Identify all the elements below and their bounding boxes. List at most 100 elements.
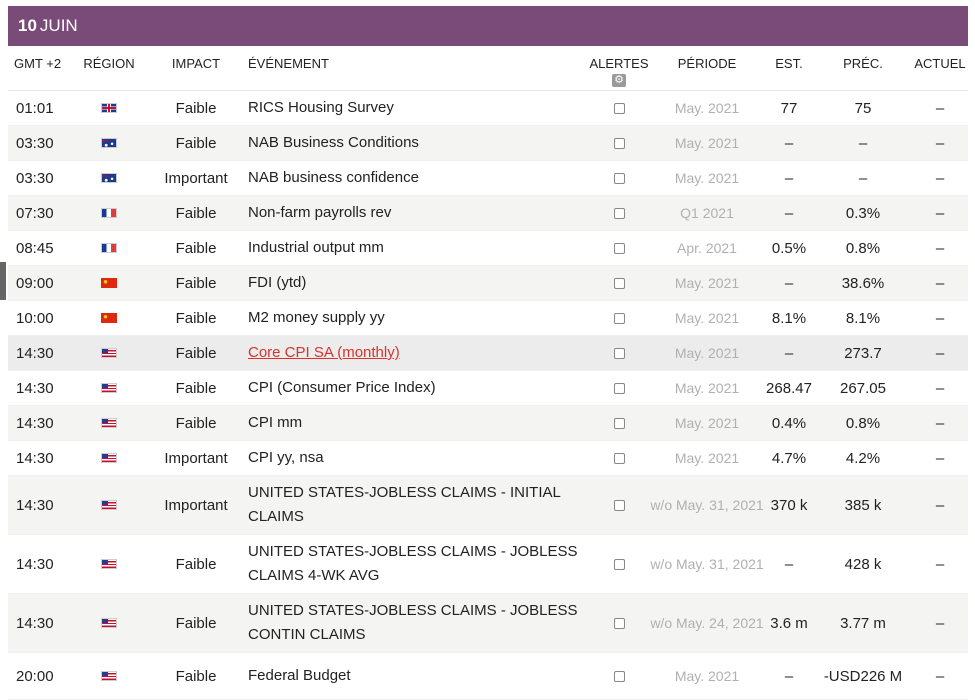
col-region[interactable]: RÉGION <box>83 56 135 71</box>
event-estimate: – <box>784 274 794 292</box>
alert-checkbox[interactable] <box>613 242 625 254</box>
event-previous: 8.1% <box>845 309 881 327</box>
event-name: Industrial output mm <box>246 236 588 260</box>
flag-usa-icon <box>101 418 117 428</box>
event-period: May. 2021 <box>674 344 740 361</box>
event-impact: Faible <box>175 274 217 292</box>
table-row[interactable]: 10:00 Faible M2 money supply yy May. 2021 8.… <box>8 301 968 336</box>
table-row[interactable]: 03:30 Important NAB business confidence May… <box>8 161 968 196</box>
table-row[interactable]: 09:00 Faible FDI (ytd) May. 2021 – 38.6% – <box>8 266 968 301</box>
alert-cell <box>588 452 650 464</box>
event-impact: Faible <box>175 309 217 327</box>
event-estimate: 268.47 <box>766 379 812 397</box>
alert-checkbox[interactable] <box>613 499 625 511</box>
event-time: 07:30 <box>16 204 54 222</box>
col-prev[interactable]: PRÉC. <box>843 56 883 71</box>
event-previous: – <box>858 134 868 152</box>
event-previous: 4.2% <box>845 449 881 467</box>
region-flag <box>72 671 146 681</box>
event-impact: Important <box>164 496 228 514</box>
event-impact: Faible <box>175 204 217 222</box>
alert-checkbox[interactable] <box>613 172 625 184</box>
alert-cell <box>588 172 650 184</box>
region-flag <box>72 313 146 323</box>
event-name: M2 money supply yy <box>246 306 588 330</box>
alert-checkbox[interactable] <box>613 452 625 464</box>
flag-usa-icon <box>101 453 117 463</box>
event-previous: 428 k <box>844 555 882 573</box>
table-row[interactable]: 14:30 Faible UNITED STATES-JOBLESS CLAIMS … <box>8 535 968 594</box>
event-name: RICS Housing Survey <box>246 96 588 120</box>
table-row[interactable]: 14:30 Important CPI yy, nsa May. 2021 4.7% 4.… <box>8 441 968 476</box>
flag-uk-icon <box>101 103 117 113</box>
alert-checkbox[interactable] <box>613 347 625 359</box>
alert-checkbox[interactable] <box>613 102 625 114</box>
event-impact: Faible <box>175 379 217 397</box>
event-label: CPI mm <box>248 414 303 431</box>
table-row[interactable]: 14:30 Faible Core CPI SA (monthly) May. 202… <box>8 336 968 371</box>
col-time[interactable]: GMT +2 <box>14 56 62 71</box>
table-row[interactable]: 14:30 Important UNITED STATES-JOBLESS CLAI… <box>8 476 968 535</box>
event-actual: – <box>935 414 945 432</box>
event-time: 14:30 <box>16 379 54 397</box>
event-actual: – <box>935 134 945 152</box>
event-estimate: 4.7% <box>771 449 807 467</box>
region-flag <box>72 243 146 253</box>
alert-cell <box>588 102 650 114</box>
table-row[interactable]: 14:30 Faible CPI mm May. 2021 0.4% 0.8% – <box>8 406 968 441</box>
table-row[interactable]: 07:30 Faible Non-farm payrolls rev Q1 2021 –… <box>8 196 968 231</box>
alert-checkbox[interactable] <box>613 617 625 629</box>
flag-china-icon <box>101 313 117 323</box>
col-event[interactable]: ÉVÉNEMENT <box>248 56 329 71</box>
region-flag <box>72 383 146 393</box>
side-scroll-marker <box>0 262 6 300</box>
event-actual: – <box>935 667 945 685</box>
col-period[interactable]: PÉRIODE <box>677 56 737 71</box>
col-impact[interactable]: IMPACT <box>171 56 221 71</box>
column-headers: GMT +2 RÉGION IMPACT ÉVÉNEMENT ALERTES ⚙… <box>8 46 968 91</box>
region-flag <box>72 278 146 288</box>
alert-checkbox[interactable] <box>613 277 625 289</box>
event-actual: – <box>935 379 945 397</box>
event-actual: – <box>935 99 945 117</box>
economic-calendar: 10 JUIN GMT +2 RÉGION IMPACT ÉVÉNEMENT A… <box>8 6 968 700</box>
event-period: w/o May. 24, 2021 <box>650 614 764 631</box>
event-label: RICS Housing Survey <box>248 99 394 116</box>
event-impact: Faible <box>175 134 217 152</box>
event-label: UNITED STATES-JOBLESS CLAIMS - INITIAL C… <box>248 484 561 525</box>
event-period: Q1 2021 <box>680 204 734 221</box>
event-actual: – <box>935 309 945 327</box>
event-actual: – <box>935 344 945 362</box>
alert-checkbox[interactable] <box>613 417 625 429</box>
flag-usa-icon <box>101 618 117 628</box>
alert-checkbox[interactable] <box>613 312 625 324</box>
table-row[interactable]: 20:00 Faible Federal Budget May. 2021 – -USD2… <box>8 653 968 700</box>
event-link[interactable]: Core CPI SA (monthly) <box>248 344 400 361</box>
event-name: NAB business confidence <box>246 166 588 190</box>
col-actual[interactable]: ACTUEL <box>914 56 966 71</box>
alert-cell <box>588 499 650 511</box>
event-time: 10:00 <box>16 309 54 327</box>
gear-icon[interactable]: ⚙ <box>612 74 626 87</box>
event-label: FDI (ytd) <box>248 274 307 291</box>
region-flag <box>72 138 146 148</box>
table-row[interactable]: 03:30 Faible NAB Business Conditions May. 2… <box>8 126 968 161</box>
table-row[interactable]: 14:30 Faible UNITED STATES-JOBLESS CLAIMS … <box>8 594 968 653</box>
event-impact: Faible <box>175 344 217 362</box>
alert-checkbox[interactable] <box>613 382 625 394</box>
event-previous: 273.7 <box>844 344 882 362</box>
table-row[interactable]: 08:45 Faible Industrial output mm Apr. 2021… <box>8 231 968 266</box>
event-time: 03:30 <box>16 169 54 187</box>
alert-checkbox[interactable] <box>613 558 625 570</box>
event-label: CPI yy, nsa <box>248 449 324 466</box>
flag-usa-icon <box>101 383 117 393</box>
alert-checkbox[interactable] <box>613 207 625 219</box>
table-row[interactable]: 14:30 Faible CPI (Consumer Price Index) May… <box>8 371 968 406</box>
col-est[interactable]: EST. <box>775 56 803 71</box>
event-previous: 0.8% <box>845 414 881 432</box>
event-previous: 385 k <box>844 496 882 514</box>
table-row[interactable]: 01:01 Faible RICS Housing Survey May. 2021 7… <box>8 91 968 126</box>
event-actual: – <box>935 239 945 257</box>
alert-checkbox[interactable] <box>613 137 625 149</box>
alert-checkbox[interactable] <box>613 670 625 682</box>
